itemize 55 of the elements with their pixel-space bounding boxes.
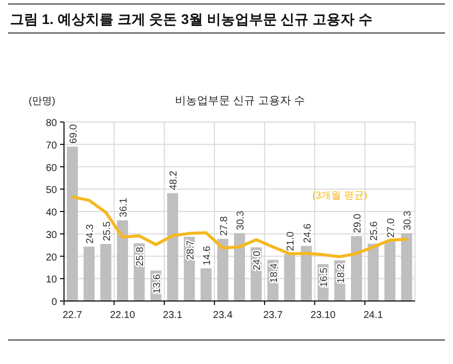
data-label: 21.0 <box>286 231 297 252</box>
data-label: 16.5 <box>319 267 330 288</box>
data-label: 48.2 <box>168 170 180 190</box>
y-tick-label: 80 <box>46 118 58 129</box>
data-label: 30.3 <box>402 210 414 230</box>
data-label: 69.0 <box>68 124 80 144</box>
data-label: 36.1 <box>118 197 130 218</box>
bar <box>384 240 396 301</box>
data-label: 18.2 <box>336 263 347 284</box>
chart-subtitle: 비농업부문 신규 고용자 수 <box>174 95 306 107</box>
data-label: 27.8 <box>218 216 230 236</box>
bar <box>234 233 246 301</box>
bar <box>100 244 112 301</box>
y-axis-title: (만명) <box>28 96 56 107</box>
data-label: 24.0 <box>252 250 264 270</box>
bar <box>217 238 228 301</box>
data-label: 24.6 <box>302 223 314 243</box>
x-tick-label: 24.1 <box>363 310 384 321</box>
y-tick-label: 70 <box>46 140 58 152</box>
x-tick-label: 22.7 <box>62 310 83 321</box>
bar <box>300 246 312 301</box>
data-label: 24.3 <box>85 224 96 244</box>
y-tick-label: 40 <box>46 208 58 218</box>
data-label: 13.6 <box>152 274 163 294</box>
data-label: 25.8 <box>135 246 146 266</box>
data-label: 30.3 <box>236 210 246 230</box>
bar <box>284 254 296 301</box>
bar <box>350 236 362 301</box>
bar <box>66 146 78 301</box>
bar <box>368 244 379 301</box>
data-label: 18.4 <box>268 262 280 283</box>
data-label: 29.0 <box>352 213 364 234</box>
data-label: 25.5 <box>102 221 113 241</box>
data-label: 27.0 <box>386 218 397 238</box>
x-tick-label: 23.4 <box>213 310 233 321</box>
bar <box>200 268 212 301</box>
y-tick-label: 0 <box>51 297 58 308</box>
y-tick-label: 30 <box>46 230 58 241</box>
x-tick-label: 23.10 <box>310 310 336 321</box>
chart-title: 그림 1. 예상치를 크게 웃돈 3월 비농업부문 신규 고용자 수 <box>10 11 372 27</box>
y-tick-label: 50 <box>46 185 58 196</box>
data-label: 28.7 <box>185 240 196 260</box>
bar <box>167 193 178 301</box>
y-tick-label: 60 <box>46 162 58 174</box>
y-tick-label: 20 <box>46 252 58 264</box>
text: (3개월 평균) <box>312 190 368 202</box>
bar <box>401 233 412 301</box>
data-label: 25.6 <box>369 220 380 241</box>
x-tick-label: 23.1 <box>162 310 183 321</box>
bar <box>84 246 95 301</box>
y-tick-label: 10 <box>46 274 58 286</box>
bar <box>116 220 128 301</box>
x-tick-label: 23.7 <box>263 310 284 321</box>
x-tick-label: 22.10 <box>110 310 136 321</box>
data-label: 14.6 <box>202 245 214 266</box>
